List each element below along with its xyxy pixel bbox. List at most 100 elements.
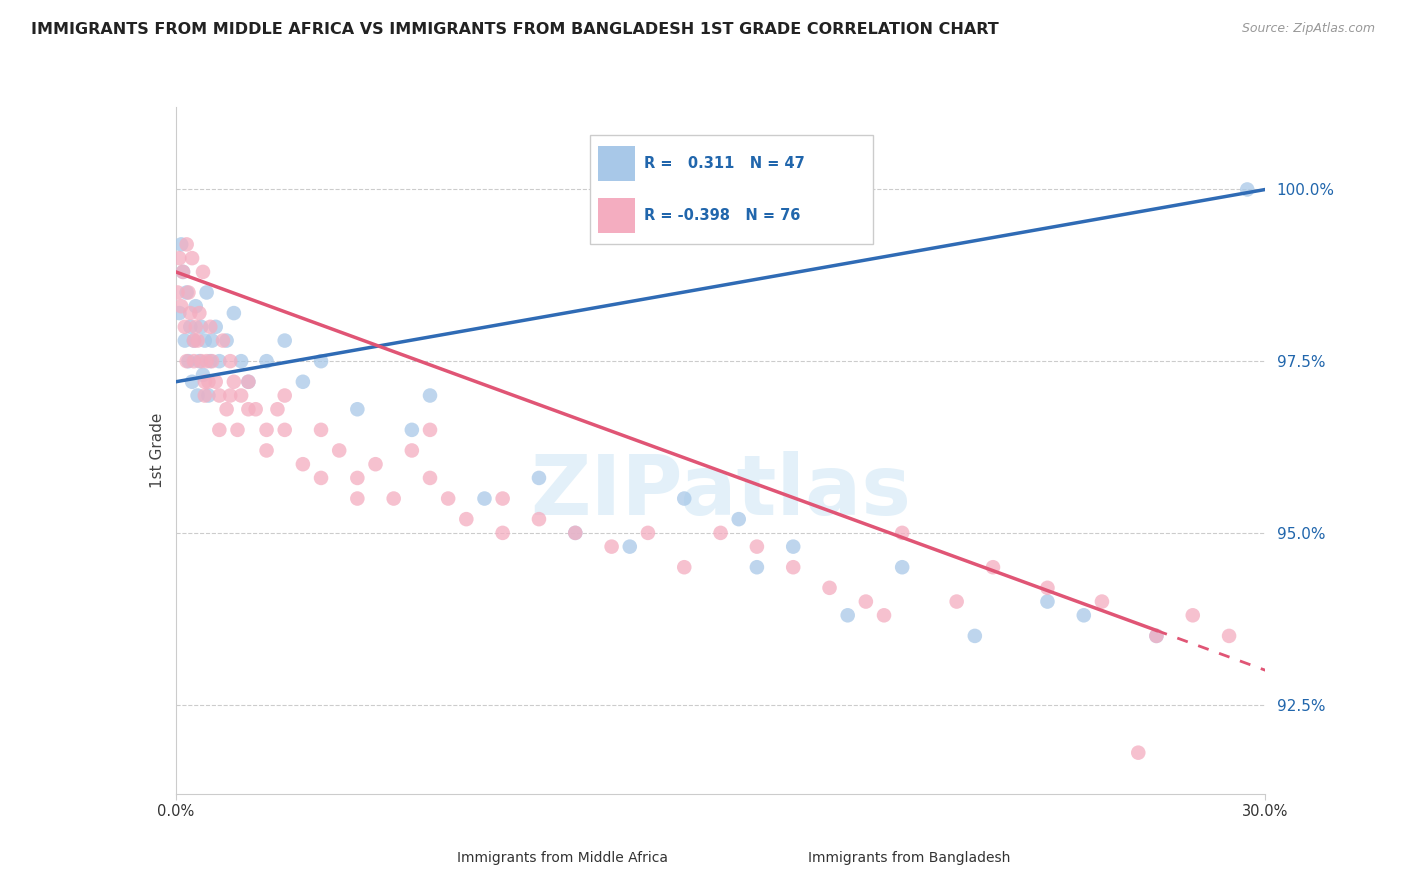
Point — [201, 354, 224, 368]
Y-axis label: 1st Grade: 1st Grade — [149, 413, 165, 488]
Point — [176, 237, 198, 252]
Point — [238, 375, 260, 389]
Point — [215, 402, 238, 417]
Point — [945, 594, 967, 608]
Point — [190, 319, 212, 334]
Point — [256, 354, 278, 368]
Point — [197, 375, 219, 389]
Point — [818, 581, 841, 595]
Point — [183, 354, 205, 368]
Point — [419, 388, 441, 402]
Point — [981, 560, 1004, 574]
Point — [169, 306, 191, 320]
Point — [673, 491, 696, 506]
Point — [179, 306, 201, 320]
Point — [194, 334, 217, 348]
Point — [474, 491, 496, 506]
Point — [600, 540, 623, 554]
Point — [177, 285, 200, 300]
Point — [401, 443, 423, 458]
Point — [1128, 746, 1150, 760]
Point — [837, 608, 859, 623]
Point — [181, 375, 204, 389]
Point — [183, 334, 205, 348]
Point — [183, 334, 205, 348]
Point — [256, 423, 278, 437]
Text: ZIPatlas: ZIPatlas — [530, 451, 911, 533]
Point — [346, 402, 368, 417]
Point — [172, 265, 194, 279]
Point — [710, 525, 733, 540]
Point — [176, 354, 198, 368]
Point — [231, 388, 253, 402]
Point — [204, 375, 226, 389]
Point — [219, 388, 242, 402]
Point — [419, 471, 441, 485]
Point — [208, 354, 231, 368]
Point — [238, 375, 260, 389]
Point — [564, 525, 586, 540]
Point — [419, 423, 441, 437]
Point — [1236, 182, 1258, 196]
Point — [1146, 629, 1168, 643]
Point — [238, 402, 260, 417]
Point — [855, 594, 877, 608]
Text: 30.0%: 30.0% — [1243, 805, 1288, 819]
Point — [195, 354, 218, 368]
Point — [1181, 608, 1204, 623]
Point — [1218, 629, 1240, 643]
Point — [782, 540, 804, 554]
Point — [492, 491, 515, 506]
Point — [200, 319, 222, 334]
Point — [891, 560, 914, 574]
Point — [172, 265, 194, 279]
Point — [274, 334, 297, 348]
Point — [291, 375, 314, 389]
Point — [873, 608, 896, 623]
Point — [181, 251, 204, 265]
Text: Immigrants from Bangladesh: Immigrants from Bangladesh — [808, 851, 1011, 865]
Point — [173, 334, 195, 348]
Point — [166, 285, 188, 300]
Point — [274, 388, 297, 402]
Text: Immigrants from Middle Africa: Immigrants from Middle Africa — [457, 851, 668, 865]
Point — [177, 354, 200, 368]
Point — [309, 354, 332, 368]
Point — [309, 423, 332, 437]
Point — [219, 354, 242, 368]
Point — [184, 319, 207, 334]
Point — [346, 471, 368, 485]
Point — [226, 423, 249, 437]
Point — [564, 525, 586, 540]
Point — [195, 285, 218, 300]
Text: IMMIGRANTS FROM MIDDLE AFRICA VS IMMIGRANTS FROM BANGLADESH 1ST GRADE CORRELATIO: IMMIGRANTS FROM MIDDLE AFRICA VS IMMIGRA… — [31, 22, 998, 37]
Point — [194, 375, 217, 389]
Point — [201, 334, 224, 348]
Point — [188, 354, 211, 368]
Text: Source: ZipAtlas.com: Source: ZipAtlas.com — [1241, 22, 1375, 36]
Point — [1036, 594, 1059, 608]
Point — [169, 251, 191, 265]
Point — [745, 540, 768, 554]
Point — [208, 388, 231, 402]
Point — [170, 299, 193, 313]
Point — [673, 560, 696, 574]
Point — [173, 319, 195, 334]
Point — [256, 443, 278, 458]
Point — [527, 512, 550, 526]
Point — [186, 388, 209, 402]
Point — [527, 471, 550, 485]
Point — [170, 237, 193, 252]
Point — [782, 560, 804, 574]
Text: 0.0%: 0.0% — [157, 805, 194, 819]
Point — [194, 388, 217, 402]
Point — [437, 491, 460, 506]
Point — [204, 319, 226, 334]
Point — [212, 334, 235, 348]
Point — [215, 334, 238, 348]
Point — [188, 306, 211, 320]
Point — [190, 354, 212, 368]
Point — [382, 491, 405, 506]
Point — [309, 471, 332, 485]
Point — [184, 299, 207, 313]
